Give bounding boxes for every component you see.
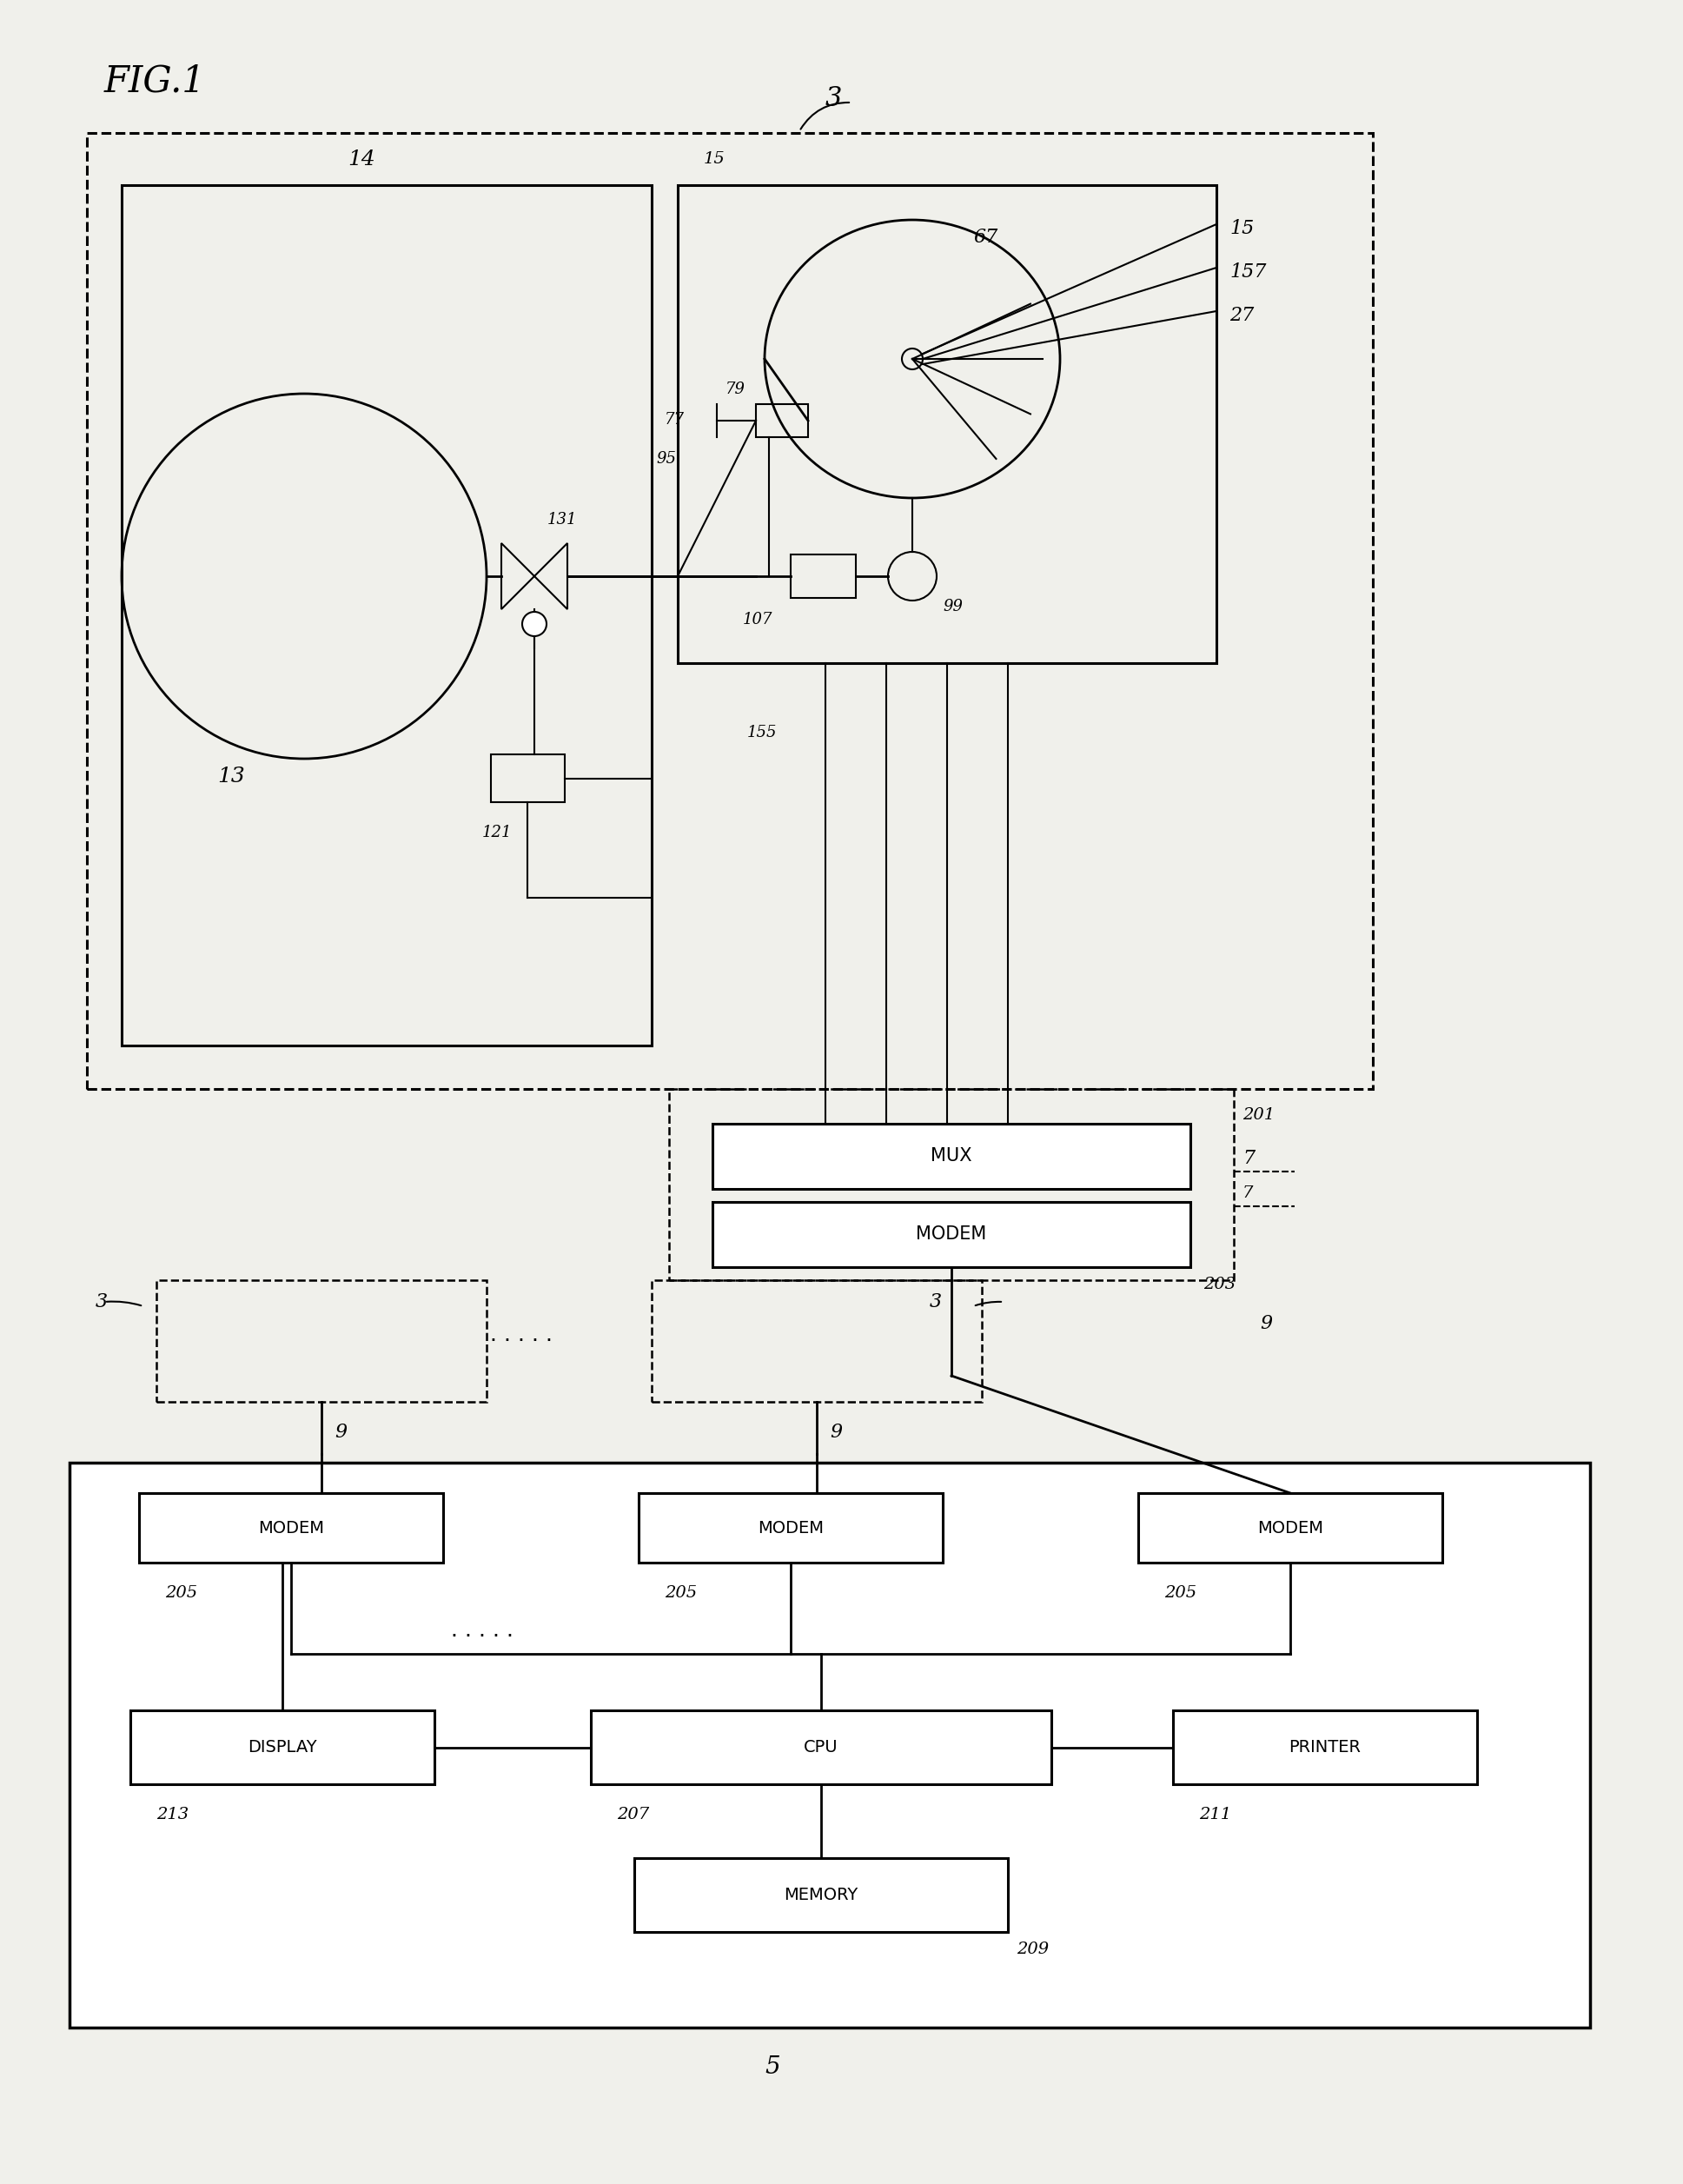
Bar <box>1138 1494 1442 1562</box>
Text: 155: 155 <box>747 725 778 740</box>
Text: 7: 7 <box>1242 1149 1256 1168</box>
Text: 5: 5 <box>764 2055 779 2079</box>
Text: PRINTER: PRINTER <box>1289 1738 1362 1756</box>
Bar <box>121 186 651 1046</box>
Text: 9: 9 <box>335 1422 347 1441</box>
Bar <box>591 1710 1052 1784</box>
Text: 3: 3 <box>825 85 842 111</box>
Bar <box>712 1125 1190 1188</box>
Bar <box>491 753 565 802</box>
Text: 67: 67 <box>973 227 998 247</box>
Bar <box>670 1090 1234 1280</box>
Bar <box>157 1280 486 1402</box>
Bar <box>140 1494 443 1562</box>
Bar <box>69 1463 1590 2027</box>
Text: . . . . .: . . . . . <box>451 1621 513 1640</box>
Text: 15: 15 <box>1230 218 1254 238</box>
Bar <box>634 1859 1008 1933</box>
Text: 27: 27 <box>1230 306 1254 325</box>
Text: 107: 107 <box>742 612 772 627</box>
Text: 121: 121 <box>483 826 512 841</box>
Bar <box>88 133 1373 1090</box>
Text: 77: 77 <box>665 413 685 428</box>
Text: 209: 209 <box>1017 1942 1049 1957</box>
Text: MODEM: MODEM <box>916 1225 986 1243</box>
Text: 15: 15 <box>703 151 725 166</box>
Bar <box>651 1280 981 1402</box>
Text: FIG.1: FIG.1 <box>104 63 205 98</box>
Bar <box>678 186 1217 664</box>
Text: MODEM: MODEM <box>257 1520 325 1535</box>
Bar <box>130 1710 434 1784</box>
Text: . . . . .: . . . . . <box>490 1324 552 1345</box>
Bar <box>791 555 857 598</box>
Circle shape <box>522 612 547 636</box>
Text: 9: 9 <box>1261 1315 1272 1332</box>
Bar <box>712 1201 1190 1267</box>
Text: MEMORY: MEMORY <box>784 1887 858 1902</box>
Text: CPU: CPU <box>804 1738 838 1756</box>
Text: 207: 207 <box>618 1806 650 1821</box>
Text: 79: 79 <box>725 382 746 397</box>
Text: 211: 211 <box>1198 1806 1232 1821</box>
Text: 205: 205 <box>165 1586 197 1601</box>
Bar <box>638 1494 942 1562</box>
Text: MODEM: MODEM <box>1257 1520 1323 1535</box>
Text: 131: 131 <box>547 511 577 529</box>
Text: 201: 201 <box>1242 1107 1274 1123</box>
Text: 203: 203 <box>1203 1278 1235 1293</box>
Text: 205: 205 <box>1165 1586 1197 1601</box>
Text: 205: 205 <box>665 1586 697 1601</box>
Bar <box>756 404 808 437</box>
Text: 3: 3 <box>96 1293 108 1310</box>
Text: 9: 9 <box>830 1422 842 1441</box>
Text: 213: 213 <box>157 1806 188 1821</box>
Text: 13: 13 <box>217 767 244 786</box>
Text: MODEM: MODEM <box>757 1520 823 1535</box>
Text: 95: 95 <box>656 452 677 467</box>
Text: 7: 7 <box>1242 1186 1254 1201</box>
Bar <box>1173 1710 1478 1784</box>
Text: 157: 157 <box>1230 262 1266 282</box>
Text: MUX: MUX <box>931 1147 973 1164</box>
Text: DISPLAY: DISPLAY <box>247 1738 316 1756</box>
Text: 3: 3 <box>929 1293 942 1310</box>
Text: 14: 14 <box>348 149 375 168</box>
Text: 99: 99 <box>942 598 963 614</box>
